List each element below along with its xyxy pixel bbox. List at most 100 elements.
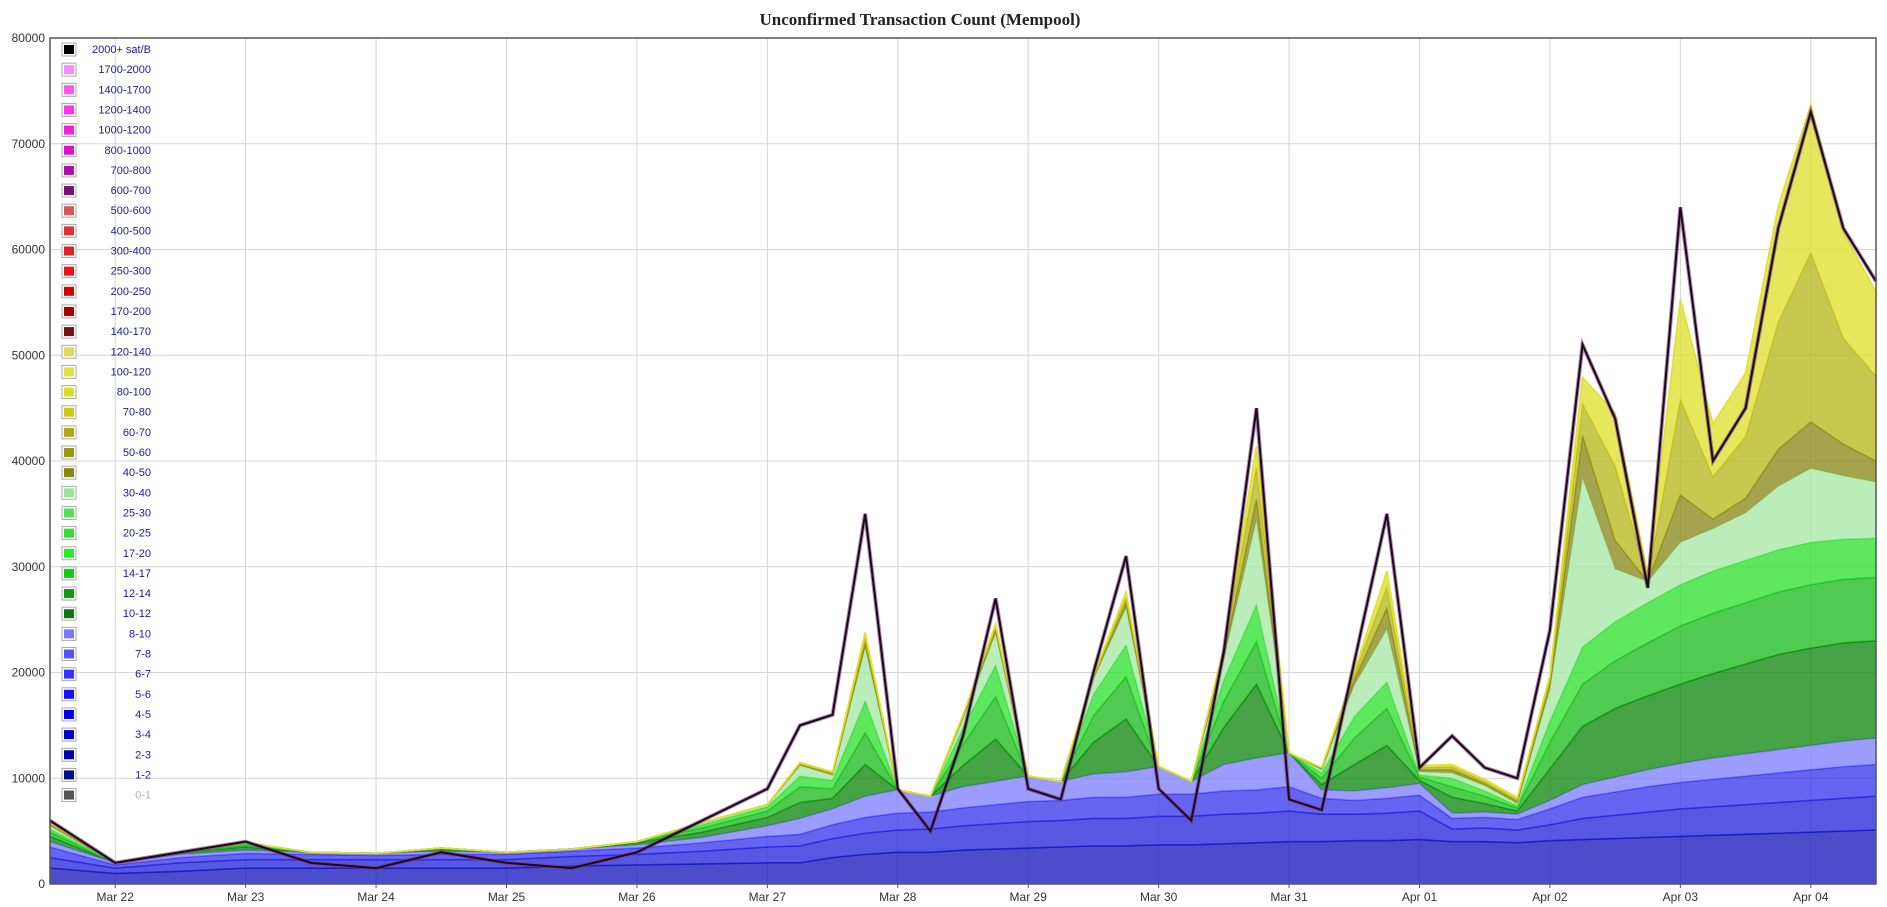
legend-swatch [64, 206, 74, 216]
legend-swatch [64, 790, 74, 800]
legend-label: 60-70 [123, 427, 151, 439]
legend-swatch [64, 306, 74, 316]
legend-swatch [64, 266, 74, 276]
legend-label: 2-3 [135, 749, 151, 761]
legend-swatch [64, 347, 74, 357]
legend-label: 2000+ sat/B [92, 44, 151, 56]
legend-label: 14-17 [123, 568, 151, 580]
y-tick-label: 0 [38, 877, 45, 891]
legend-label: 10-12 [123, 608, 151, 620]
legend-label: 300-400 [111, 246, 151, 258]
y-tick-label: 10000 [12, 771, 46, 785]
legend-swatch [64, 186, 74, 196]
x-tick-label: Mar 23 [227, 890, 265, 904]
y-tick-label: 40000 [12, 454, 46, 468]
legend-swatch [64, 246, 74, 256]
legend-swatch [64, 730, 74, 740]
legend-swatch [64, 407, 74, 417]
x-tick-label: Mar 24 [357, 890, 395, 904]
legend-label: 70-80 [123, 407, 151, 419]
legend-label: 25-30 [123, 507, 151, 519]
legend-swatch [64, 387, 74, 397]
legend-swatch [64, 568, 74, 578]
y-tick-label: 20000 [12, 666, 46, 680]
y-tick-label: 70000 [12, 137, 46, 151]
legend-swatch [64, 45, 74, 54]
y-tick-label: 60000 [12, 243, 46, 257]
legend-swatch [64, 629, 74, 639]
plot-frame [49, 37, 1877, 885]
x-tick-label: Mar 26 [618, 890, 656, 904]
legend-swatch [64, 65, 74, 75]
legend-swatch [64, 589, 74, 599]
legend-label: 1200-1400 [98, 104, 151, 116]
legend-swatch [64, 770, 74, 780]
x-tick-label: Mar 28 [879, 890, 917, 904]
legend-swatch [64, 750, 74, 760]
total-series [48, 104, 1878, 871]
legend-swatch [64, 528, 74, 538]
x-tick-label: Mar 31 [1270, 890, 1308, 904]
x-tick-label: Mar 27 [749, 890, 787, 904]
legend-swatch [64, 548, 74, 558]
legend-swatch [64, 609, 74, 619]
legend-swatch [64, 468, 74, 478]
x-tick-label: Apr 03 [1663, 890, 1699, 904]
legend-swatch [64, 125, 74, 135]
legend-label: 3-4 [135, 729, 151, 741]
legend-label: 800-1000 [105, 145, 152, 157]
legend-label: 30-40 [123, 487, 151, 499]
y-tick-label: 50000 [12, 348, 46, 362]
y-tick-label: 80000 [12, 31, 46, 45]
y-axis: 0 10000 20000 30000 40000 50000 60000 70000 8000… [12, 31, 46, 891]
legend-label: 700-800 [111, 165, 151, 177]
legend-label: 500-600 [111, 205, 151, 217]
legend-label: 7-8 [135, 649, 151, 661]
legend-swatch [64, 709, 74, 719]
legend-swatch [64, 145, 74, 155]
legend-label: 4-5 [135, 709, 151, 721]
legend-label: 40-50 [123, 467, 151, 479]
x-tick-label: Apr 02 [1532, 890, 1568, 904]
legend-swatch [64, 427, 74, 437]
legend-swatch [64, 327, 74, 337]
x-tick-label: Mar 29 [1010, 890, 1048, 904]
series-area-1-2 [50, 830, 1876, 884]
legend-label: 5-6 [135, 689, 151, 701]
x-tick-label: Mar 25 [488, 890, 526, 904]
series-area-3-4 [50, 796, 1876, 874]
legend-label: 400-500 [111, 225, 151, 237]
legend-label: 200-250 [111, 286, 151, 298]
total-line [49, 108, 1877, 870]
x-axis: Mar 22 Mar 23 Mar 24 Mar 25 Mar 26 Mar 27 Mar … [97, 884, 1829, 904]
chart-title: Unconfirmed Transaction Count (Mempool) [760, 10, 1081, 29]
legend-label: 17-20 [123, 548, 151, 560]
legend-label: 1400-1700 [98, 84, 151, 96]
series-area-8-10 [50, 738, 1876, 865]
legend-swatch [64, 367, 74, 377]
x-tick-label: Apr 01 [1402, 890, 1438, 904]
legend-swatch [64, 649, 74, 659]
legend-label: 100-120 [111, 366, 151, 378]
legend-swatch [64, 488, 74, 498]
x-tick-label: Mar 30 [1140, 890, 1178, 904]
legend-swatch [64, 105, 74, 115]
legend-label: 1-2 [135, 769, 151, 781]
legend-swatch [64, 165, 74, 175]
x-tick-label: Mar 22 [97, 890, 135, 904]
legend-label: 50-60 [123, 447, 151, 459]
legend-label: 1000-1200 [98, 125, 151, 137]
legend-label: 250-300 [111, 266, 151, 278]
y-tick-label: 30000 [12, 560, 46, 574]
legend-label: 0-1 [135, 790, 151, 802]
legend-label: 600-700 [111, 185, 151, 197]
legend-swatch [64, 508, 74, 518]
legend-label: 140-170 [111, 326, 151, 338]
legend-swatch [64, 226, 74, 236]
x-tick-label: Apr 04 [1793, 890, 1829, 904]
legend-swatch [64, 286, 74, 296]
legend-label: 12-14 [123, 588, 151, 600]
legend-label: 120-140 [111, 346, 151, 358]
